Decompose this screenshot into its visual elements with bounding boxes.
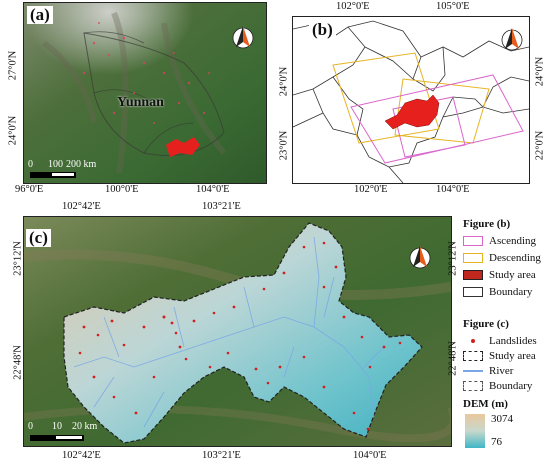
panel-c-scale-mid: 10 — [52, 421, 62, 432]
legend-b: Figure (b) Ascending Descending Study ar… — [461, 218, 550, 306]
legend-c: Figure (c) Landslides Study area River B… — [461, 318, 550, 466]
panel-a-satellite — [24, 3, 266, 183]
north-arrow-icon — [232, 26, 254, 49]
panel-c-x-bottom-3: 104°0'E — [353, 450, 387, 461]
legend-c-river: River — [463, 365, 513, 377]
panel-c-scale-bar: 0 10 20 km — [28, 421, 110, 441]
panel-c-x-top-1: 102°42'E — [62, 201, 101, 212]
panel-b-province-map — [293, 20, 529, 183]
dem-color-ramp — [465, 414, 485, 448]
legend-b-descending: Descending — [463, 252, 541, 264]
panel-c-letter: (c) — [26, 229, 51, 247]
panel-c-x-bottom-1: 102°42'E — [62, 450, 101, 461]
dem-max-label: 3074 — [491, 413, 513, 425]
panel-a-scale-mid: 100 — [48, 159, 63, 170]
panel-c-study-area — [63, 222, 423, 444]
legend-b-ascending: Ascending — [463, 235, 536, 247]
panel-b-x-bottom-2: 104°0'E — [436, 184, 470, 195]
legend-b-title: Figure (b) — [463, 218, 511, 230]
panel-a-scale-bar: 0 100 200 km — [28, 159, 100, 179]
panel-a-x-tick-1: 96°0'E — [15, 184, 44, 195]
legend-b-boundary-label: Boundary — [489, 286, 533, 298]
panel-c-scale-end: 20 km — [72, 421, 98, 432]
panel-c-x-bottom-2: 103°21'E — [202, 450, 241, 461]
panel-c-y-left-2: 22°48'N — [12, 345, 24, 380]
legend-c-dem-title: DEM (m) — [463, 398, 508, 410]
descending-frame-1 — [332, 52, 440, 144]
legend-c-title: Figure (c) — [463, 318, 509, 330]
panel-a-region-label: Yunnan — [117, 95, 164, 110]
panel-c-y-right-1: 23°12'N — [447, 241, 459, 276]
panel-b-letter: (b) — [309, 21, 336, 39]
legend-b-study-area-label: Study area — [489, 269, 536, 281]
panel-a-x-tick-3: 104°0'E — [196, 184, 230, 195]
panel-a-x-tick-2: 100°0'E — [105, 184, 139, 195]
legend-c-river-label: River — [489, 365, 514, 377]
panel-c-y-right-2: 22°48'N — [447, 341, 459, 376]
panel-c-x-top-2: 103°21'E — [202, 201, 241, 212]
panel-b-x-bottom-1: 102°0'E — [354, 184, 388, 195]
panel-b-study-area — [384, 94, 440, 130]
panel-a-y-tick-1: 27°0'N — [7, 50, 19, 81]
panel-a-study-area — [166, 137, 200, 157]
panel-a-scale-zero: 0 — [28, 159, 33, 170]
panel-b-y-right-2: 22°0'N — [534, 130, 546, 161]
panel-a-letter: (a) — [27, 6, 53, 24]
panel-b-map: (b) — [292, 16, 530, 184]
legend-c-study-area: Study area — [463, 350, 536, 362]
legend-c-landslides-label: Landslides — [489, 335, 537, 347]
panel-b-y-left-1: 24°0'N — [278, 66, 290, 97]
panel-c-terrain — [24, 217, 451, 446]
panel-c-scale-zero: 0 — [28, 421, 33, 432]
legend-c-landslides: Landslides — [463, 335, 537, 347]
legend-c-study-area-label: Study area — [489, 350, 536, 362]
north-arrow-icon — [501, 28, 523, 51]
panel-b-y-left-2: 23°0'N — [278, 130, 290, 161]
panel-a-scale-end: 200 km — [66, 159, 97, 170]
panel-a-map: Yunnan (a) 0 100 200 km — [23, 2, 267, 184]
dem-min-label: 76 — [491, 436, 502, 448]
panel-a-y-tick-2: 24°0'N — [7, 115, 19, 146]
legend-b-ascending-label: Ascending — [489, 235, 537, 247]
panel-c-y-left-1: 23°12'N — [12, 241, 24, 276]
legend-b-study-area: Study area — [463, 269, 536, 281]
north-arrow-icon — [409, 246, 431, 269]
legend-b-boundary: Boundary — [463, 286, 532, 298]
panel-c-map: (c) 0 10 20 km — [23, 216, 452, 447]
legend-c-boundary: Boundary — [463, 380, 532, 392]
ascending-frame-1 — [350, 74, 524, 164]
legend-b-descending-label: Descending — [489, 252, 541, 264]
panel-b-x-top-1: 102°0'E — [336, 1, 370, 12]
legend-c-boundary-label: Boundary — [489, 380, 533, 392]
panel-b-y-right-1: 24°0'N — [534, 56, 546, 87]
panel-b-x-top-2: 105°0'E — [436, 1, 470, 12]
